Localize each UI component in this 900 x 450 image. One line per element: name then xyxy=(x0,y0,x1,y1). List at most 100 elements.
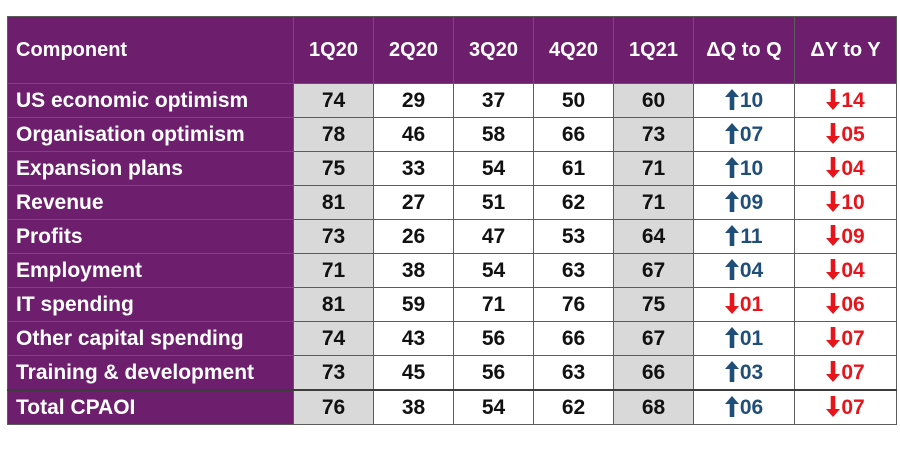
delta-q-to-q-cell: 09 xyxy=(693,185,795,220)
header-1q20: 1Q20 xyxy=(293,16,374,84)
table-body: US economic optimism 74 29 37 50 60 10 14 Organi… xyxy=(7,83,897,425)
arrow-up-icon xyxy=(724,395,739,417)
delta-y-to-y-value: 04 xyxy=(841,156,865,180)
value-cell-1q20: 78 xyxy=(293,117,374,152)
table-row: Training & development 73 45 56 63 66 03 07 xyxy=(7,355,897,391)
value-cell-2q20: 38 xyxy=(373,253,454,288)
value-cell-2q20: 29 xyxy=(373,83,454,118)
delta-q-to-q-cell: 10 xyxy=(693,83,795,118)
delta-y-to-y-value: 07 xyxy=(841,360,865,384)
value-cell-3q20: 54 xyxy=(453,151,534,186)
arrow-down-icon xyxy=(826,156,841,178)
row-label: Employment xyxy=(7,253,294,288)
header-row: Component 1Q20 2Q20 3Q20 4Q20 1Q21 ΔQ to… xyxy=(7,16,897,84)
delta-q-to-q-cell: 03 xyxy=(693,355,795,391)
value-cell-4q20: 62 xyxy=(533,389,614,425)
table-row: Employment 71 38 54 63 67 04 04 xyxy=(7,253,897,288)
delta-y-to-y-cell: 04 xyxy=(794,253,897,288)
delta-y-to-y-cell: 07 xyxy=(794,355,897,391)
table-row: Total CPAOI 76 38 54 62 68 06 07 xyxy=(7,389,897,425)
value-cell-4q20: 62 xyxy=(533,185,614,220)
value-cell-1q21: 66 xyxy=(613,355,694,391)
delta-q-to-q-cell: 10 xyxy=(693,151,795,186)
value-cell-2q20: 27 xyxy=(373,185,454,220)
arrow-up-icon xyxy=(724,122,739,144)
table-row: Expansion plans 75 33 54 61 71 10 04 xyxy=(7,151,897,186)
arrow-up-icon xyxy=(724,258,739,280)
header-2q20: 2Q20 xyxy=(373,16,454,84)
arrow-down-icon xyxy=(826,292,841,314)
row-label: Organisation optimism xyxy=(7,117,294,152)
delta-y-to-y-value: 07 xyxy=(841,326,865,350)
row-label: IT spending xyxy=(7,287,294,322)
value-cell-2q20: 46 xyxy=(373,117,454,152)
value-cell-3q20: 58 xyxy=(453,117,534,152)
value-cell-1q21: 71 xyxy=(613,151,694,186)
value-cell-1q20: 81 xyxy=(293,287,374,322)
arrow-down-icon xyxy=(826,395,841,417)
value-cell-3q20: 56 xyxy=(453,355,534,391)
row-label: Training & development xyxy=(7,355,294,391)
delta-y-to-y-value: 04 xyxy=(841,258,865,282)
value-cell-3q20: 71 xyxy=(453,287,534,322)
value-cell-4q20: 63 xyxy=(533,253,614,288)
value-cell-1q21: 68 xyxy=(613,389,694,425)
delta-q-to-q-value: 07 xyxy=(739,122,764,146)
value-cell-1q21: 64 xyxy=(613,219,694,254)
value-cell-4q20: 76 xyxy=(533,287,614,322)
value-cell-3q20: 56 xyxy=(453,321,534,356)
row-label: Profits xyxy=(7,219,294,254)
delta-q-to-q-cell: 11 xyxy=(693,219,795,254)
value-cell-1q20: 74 xyxy=(293,321,374,356)
delta-y-to-y-value: 14 xyxy=(841,88,865,112)
delta-q-to-q-value: 09 xyxy=(739,190,764,214)
value-cell-2q20: 26 xyxy=(373,219,454,254)
value-cell-2q20: 38 xyxy=(373,389,454,425)
value-cell-1q21: 71 xyxy=(613,185,694,220)
value-cell-1q20: 75 xyxy=(293,151,374,186)
delta-y-to-y-cell: 06 xyxy=(794,287,897,322)
delta-q-to-q-value: 01 xyxy=(739,326,764,350)
row-label: US economic optimism xyxy=(7,83,294,118)
value-cell-2q20: 45 xyxy=(373,355,454,391)
value-cell-3q20: 54 xyxy=(453,389,534,425)
table-row: IT spending 81 59 71 76 75 01 06 xyxy=(7,287,897,322)
arrow-down-icon xyxy=(826,326,841,348)
delta-y-to-y-cell: 10 xyxy=(794,185,897,220)
delta-y-to-y-cell: 05 xyxy=(794,117,897,152)
header-1q21: 1Q21 xyxy=(613,16,694,84)
value-cell-3q20: 47 xyxy=(453,219,534,254)
value-cell-1q20: 74 xyxy=(293,83,374,118)
arrow-down-icon xyxy=(826,190,841,212)
delta-y-to-y-cell: 04 xyxy=(794,151,897,186)
arrow-down-icon xyxy=(826,122,841,144)
delta-y-to-y-value: 07 xyxy=(841,395,865,419)
value-cell-4q20: 61 xyxy=(533,151,614,186)
delta-q-to-q-value: 10 xyxy=(739,88,764,112)
value-cell-3q20: 51 xyxy=(453,185,534,220)
arrow-down-icon xyxy=(724,292,739,314)
arrow-up-icon xyxy=(724,156,739,178)
delta-y-to-y-value: 09 xyxy=(841,224,865,248)
delta-y-to-y-cell: 07 xyxy=(794,321,897,356)
table-row: Other capital spending 74 43 56 66 67 01 07 xyxy=(7,321,897,356)
delta-y-to-y-cell: 14 xyxy=(794,83,897,118)
delta-y-to-y-cell: 07 xyxy=(794,389,897,425)
table-row: Organisation optimism 78 46 58 66 73 07 05 xyxy=(7,117,897,152)
header-delta-y-to-y: ΔY to Y xyxy=(794,16,897,84)
row-label: Revenue xyxy=(7,185,294,220)
delta-q-to-q-value: 01 xyxy=(739,292,764,316)
value-cell-4q20: 66 xyxy=(533,117,614,152)
arrow-up-icon xyxy=(725,224,740,246)
delta-y-to-y-cell: 09 xyxy=(794,219,897,254)
value-cell-1q20: 81 xyxy=(293,185,374,220)
header-3q20: 3Q20 xyxy=(453,16,534,84)
delta-q-to-q-value: 06 xyxy=(739,395,764,419)
cpaoi-table: Component 1Q20 2Q20 3Q20 4Q20 1Q21 ΔQ to… xyxy=(7,16,897,425)
delta-q-to-q-cell: 07 xyxy=(693,117,795,152)
value-cell-4q20: 63 xyxy=(533,355,614,391)
arrow-up-icon xyxy=(724,326,739,348)
value-cell-3q20: 54 xyxy=(453,253,534,288)
value-cell-4q20: 66 xyxy=(533,321,614,356)
value-cell-2q20: 59 xyxy=(373,287,454,322)
